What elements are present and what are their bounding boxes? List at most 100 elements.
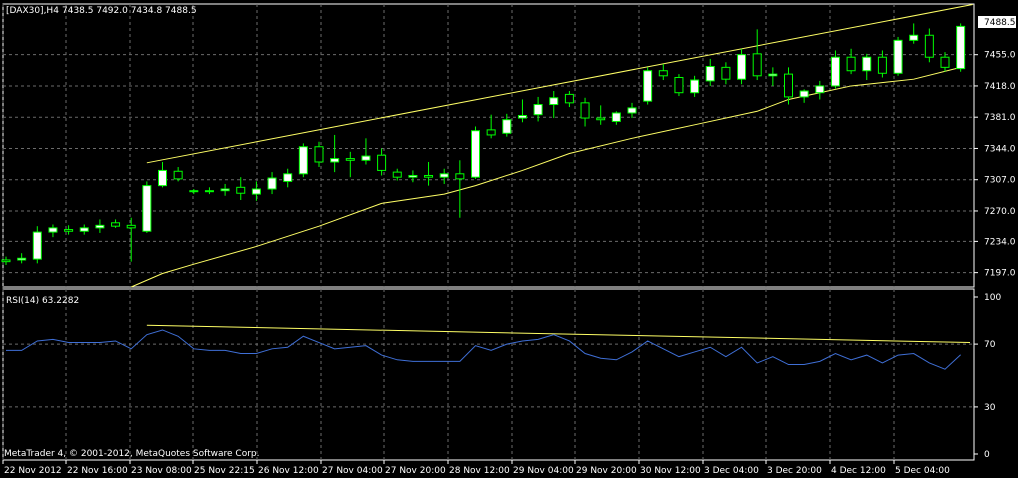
rsi-line bbox=[6, 329, 961, 370]
candle-body bbox=[502, 119, 512, 134]
candle-body bbox=[158, 169, 167, 187]
candle-body bbox=[173, 170, 183, 180]
candle-body bbox=[439, 173, 449, 178]
candle-body bbox=[408, 174, 418, 178]
candle bbox=[204, 187, 214, 195]
time-tick-label: 28 Nov 12:00 bbox=[449, 466, 510, 476]
candle-body bbox=[877, 56, 887, 74]
price-tick-label: 7381.0 bbox=[984, 113, 1016, 123]
rsi-panel: 100 70 30 0 RSI(14) 63.2282 MetaTrader 4, ©… bbox=[2, 288, 1001, 461]
candle-body bbox=[126, 224, 136, 229]
candle-body bbox=[909, 34, 919, 41]
candle bbox=[956, 23, 966, 72]
candle-body bbox=[471, 130, 480, 178]
price-tick-label: 7270.0 bbox=[984, 207, 1016, 217]
time-tick-label: 29 Nov 04:00 bbox=[513, 466, 574, 476]
candle-body bbox=[345, 158, 355, 161]
candle bbox=[95, 219, 105, 233]
candle bbox=[674, 74, 684, 97]
candle-body bbox=[95, 224, 105, 229]
candle-body bbox=[956, 25, 966, 70]
candle-body bbox=[236, 186, 246, 194]
candle bbox=[471, 126, 480, 179]
candle-body bbox=[940, 56, 950, 68]
candle bbox=[909, 23, 919, 44]
channel-lower-line bbox=[131, 66, 961, 288]
rsi-tick-label: 30 bbox=[984, 403, 996, 413]
candle bbox=[752, 29, 762, 81]
rsi-trend-line bbox=[146, 324, 971, 344]
candle-body bbox=[611, 112, 621, 122]
candle bbox=[893, 36, 903, 76]
candle-body bbox=[377, 154, 387, 171]
candle bbox=[298, 143, 308, 178]
candle bbox=[940, 52, 950, 72]
main-panel: 7455.0 7418.0 7381.0 7344.0 7307.0 7270.0 7234… bbox=[1, 3, 1016, 288]
candle bbox=[549, 91, 559, 119]
candle bbox=[705, 58, 715, 86]
candle-body bbox=[815, 85, 825, 94]
time-tick-label: 4 Dec 12:00 bbox=[831, 466, 886, 476]
candle bbox=[424, 161, 434, 186]
candle bbox=[408, 170, 418, 183]
copyright-text: MetaTrader 4, © 2001-2012, MetaQuotes So… bbox=[4, 449, 260, 459]
candle bbox=[862, 53, 872, 81]
candle bbox=[799, 89, 809, 103]
candle-body bbox=[298, 146, 308, 175]
time-tick-label: 3 Dec 20:00 bbox=[767, 466, 822, 476]
candle-body bbox=[705, 66, 715, 82]
candle-body bbox=[768, 73, 778, 77]
candle bbox=[580, 97, 590, 127]
candle bbox=[611, 111, 621, 125]
candle bbox=[784, 67, 793, 105]
candle bbox=[768, 67, 778, 86]
candle bbox=[32, 226, 42, 264]
candle bbox=[1, 256, 11, 266]
candle-body bbox=[596, 117, 606, 121]
candle-body bbox=[32, 231, 42, 260]
candle-body bbox=[658, 70, 668, 77]
candle-body bbox=[737, 54, 747, 80]
time-tick-label: 25 Nov 22:15 bbox=[194, 466, 255, 476]
candle bbox=[924, 28, 934, 63]
candle-body bbox=[549, 97, 559, 106]
candle-body bbox=[893, 39, 903, 74]
candle-body bbox=[1, 259, 11, 263]
time-tick-label: 3 Dec 04:00 bbox=[704, 466, 759, 476]
candle bbox=[17, 253, 27, 264]
candle bbox=[455, 160, 465, 218]
candle-body bbox=[799, 90, 809, 98]
time-tick-label: 23 Nov 08:00 bbox=[131, 466, 192, 476]
time-tick-label: 26 Nov 12:00 bbox=[258, 466, 319, 476]
candle bbox=[737, 48, 747, 85]
time-tick-label: 27 Nov 04:00 bbox=[322, 466, 383, 476]
candle bbox=[267, 172, 277, 195]
candle-body bbox=[17, 257, 27, 261]
time-tick-label: 5 Dec 04:00 bbox=[895, 466, 950, 476]
candle-body bbox=[220, 188, 230, 192]
symbol-label: [DAX30],H4 bbox=[6, 6, 59, 16]
candle bbox=[236, 177, 246, 200]
time-tick-label: 22 Nov 2012 bbox=[4, 466, 62, 476]
candle bbox=[330, 134, 340, 173]
candle-body bbox=[627, 107, 637, 114]
candle bbox=[439, 168, 449, 184]
candle bbox=[502, 113, 512, 137]
candle bbox=[142, 181, 152, 233]
candle bbox=[173, 167, 183, 182]
candle bbox=[392, 168, 402, 181]
candle-body bbox=[830, 56, 840, 87]
candle-body bbox=[142, 185, 152, 232]
candle bbox=[596, 105, 606, 125]
time-tick-label: 29 Nov 20:00 bbox=[576, 466, 637, 476]
candle bbox=[877, 50, 887, 78]
candle-body bbox=[79, 227, 89, 232]
candle-body bbox=[564, 93, 574, 104]
price-tick-label: 7197.0 bbox=[984, 269, 1016, 279]
candle bbox=[627, 102, 637, 119]
candle bbox=[126, 217, 136, 262]
candle-body bbox=[674, 76, 684, 94]
candlestick-series bbox=[1, 23, 966, 266]
candle-body bbox=[752, 53, 762, 77]
